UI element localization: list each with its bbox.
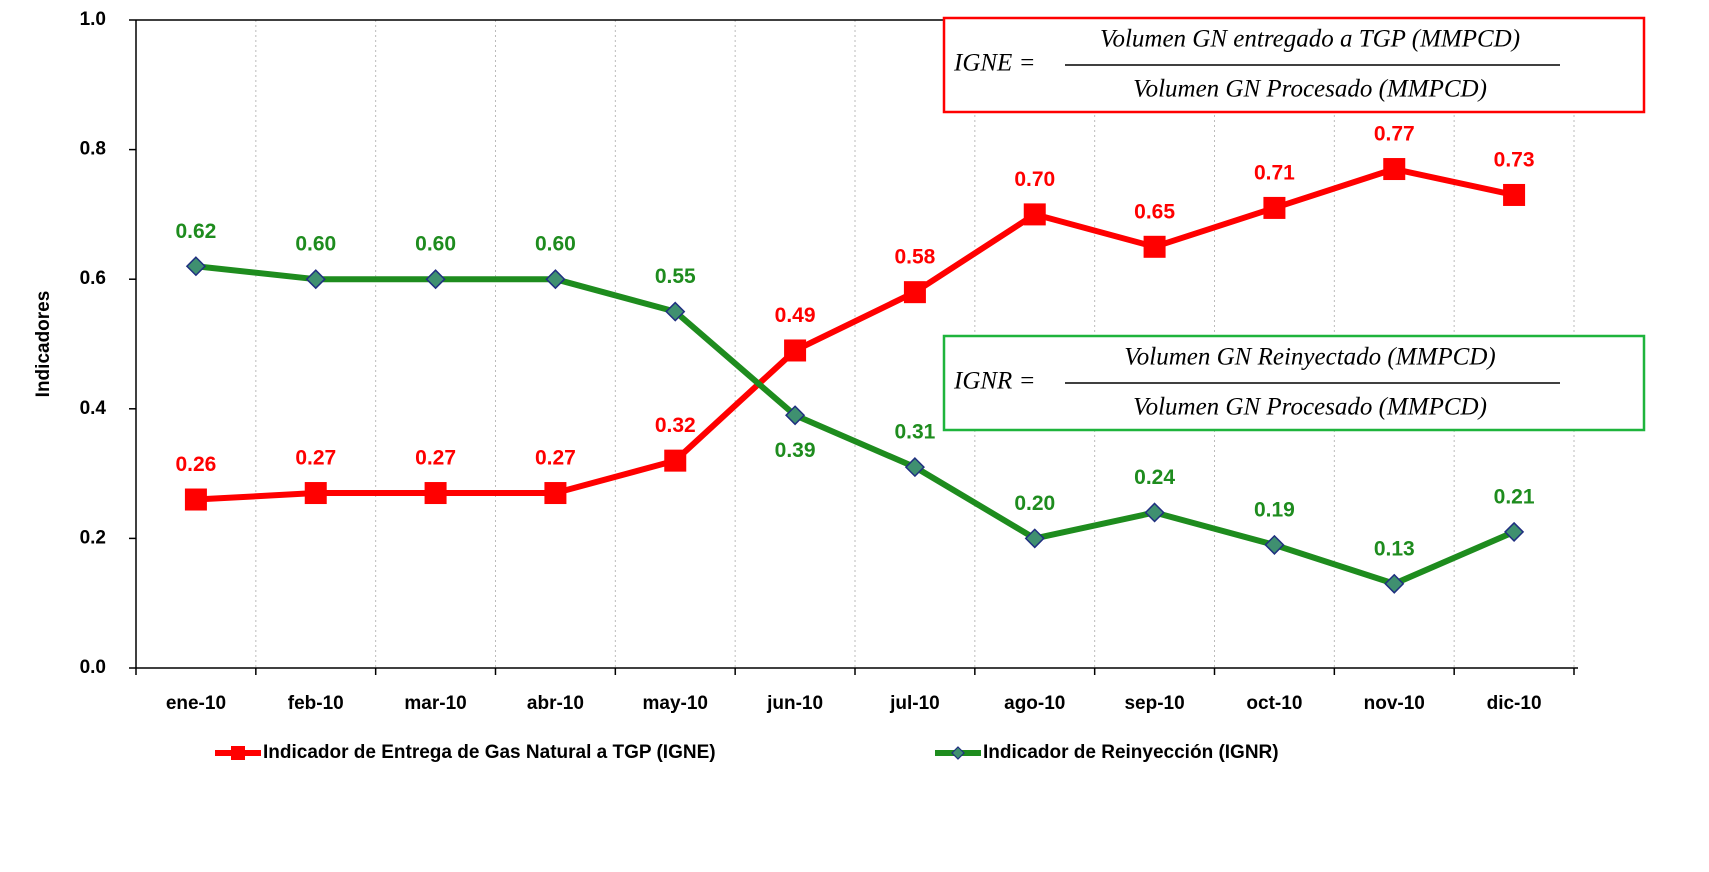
data-label: 0.27 (415, 447, 456, 470)
y-axis-label: Indicadores (33, 291, 54, 398)
x-tick-label: sep-10 (1124, 693, 1184, 714)
formula-denominator: Volumen GN Procesado (MMPCD) (1133, 76, 1487, 103)
x-tick-label: oct-10 (1246, 693, 1302, 714)
data-point (184, 488, 207, 511)
data-point (903, 281, 926, 304)
data-point (544, 482, 567, 505)
data-label: 0.20 (1014, 492, 1055, 515)
data-point (1264, 534, 1285, 555)
data-label: 0.65 (1134, 200, 1175, 223)
y-tick-label: 0.0 (80, 657, 106, 678)
data-point (1504, 521, 1525, 542)
data-label: 0.62 (175, 220, 216, 243)
data-label: 0.71 (1254, 161, 1295, 184)
legend-marker (951, 746, 965, 760)
data-label: 0.19 (1254, 498, 1295, 521)
formula-denominator: Volumen GN Procesado (MMPCD) (1133, 394, 1487, 421)
series-line (195, 263, 1516, 587)
data-label: 0.60 (295, 233, 336, 256)
data-point (1384, 573, 1405, 594)
data-point (424, 482, 447, 505)
x-tick-label: jun-10 (766, 693, 823, 714)
formula-lhs: IGNR = (953, 368, 1035, 395)
x-tick-label: mar-10 (404, 693, 466, 714)
y-tick-label: 0.2 (80, 527, 106, 548)
data-label: 0.70 (1014, 168, 1055, 191)
data-label: 0.39 (775, 439, 816, 462)
x-tick-label: abr-10 (527, 693, 584, 714)
formula-numerator: Volumen GN entregado a TGP (MMPCD) (1100, 26, 1520, 53)
data-label: 0.27 (535, 447, 576, 470)
data-label: 0.31 (894, 421, 935, 444)
legend-label: Indicador de Reinyección (IGNR) (983, 742, 1279, 763)
data-label: 0.32 (655, 414, 696, 437)
data-point (1263, 196, 1286, 219)
data-point (785, 405, 806, 426)
data-label: 0.13 (1374, 537, 1415, 560)
data-label: 0.21 (1494, 485, 1535, 508)
data-point (545, 269, 566, 290)
data-label: 0.49 (775, 304, 816, 327)
y-tick-label: 0.8 (80, 139, 106, 160)
x-tick-label: jul-10 (889, 693, 940, 714)
data-point (784, 339, 807, 362)
x-tick-label: ene-10 (166, 693, 226, 714)
data-label: 0.58 (894, 246, 935, 269)
series-line (195, 166, 1515, 503)
data-point (904, 457, 925, 478)
data-point (1143, 235, 1166, 258)
data-point (1144, 502, 1165, 523)
data-label: 0.55 (655, 265, 696, 288)
data-label: 0.26 (175, 453, 216, 476)
y-tick-label: 1.0 (80, 9, 106, 30)
data-label: 0.60 (535, 233, 576, 256)
data-point (1503, 183, 1526, 206)
data-label: 0.73 (1494, 149, 1535, 172)
x-tick-label: feb-10 (288, 693, 344, 714)
data-point (1023, 203, 1046, 226)
data-label: 0.27 (295, 447, 336, 470)
x-tick-label: nov-10 (1364, 693, 1425, 714)
data-point (665, 301, 686, 322)
legend-marker (231, 746, 245, 760)
data-point (664, 449, 687, 472)
data-point (1383, 158, 1406, 181)
data-point (304, 482, 327, 505)
data-point (425, 269, 446, 290)
data-point (305, 269, 326, 290)
x-tick-label: may-10 (643, 693, 709, 714)
y-tick-label: 0.6 (80, 268, 106, 289)
data-point (185, 256, 206, 277)
x-tick-label: dic-10 (1487, 693, 1542, 714)
legend-label: Indicador de Entrega de Gas Natural a TG… (263, 742, 716, 763)
data-label: 0.77 (1374, 123, 1415, 146)
formula-numerator: Volumen GN Reinyectado (MMPCD) (1124, 344, 1495, 371)
formula-lhs: IGNE = (953, 50, 1035, 77)
data-label: 0.60 (415, 233, 456, 256)
data-point (1024, 528, 1045, 549)
x-tick-label: ago-10 (1004, 693, 1065, 714)
y-tick-label: 0.4 (80, 398, 107, 419)
data-label: 0.24 (1134, 466, 1175, 489)
